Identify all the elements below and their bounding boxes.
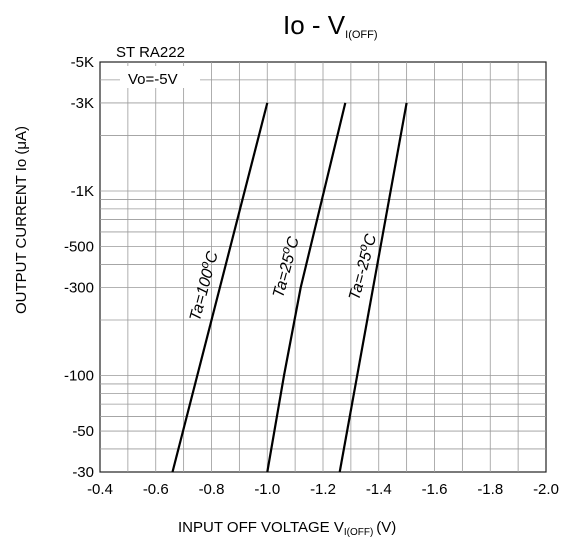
y-tick-label: -30 [72, 464, 94, 481]
x-axis-label-sub: I(OFF) [344, 527, 373, 538]
x-tick-label: -1.2 [310, 481, 336, 498]
x-axis-label-unit: (V) [376, 519, 396, 536]
series-label: Ta=-25oC [342, 231, 380, 302]
series-line [338, 102, 408, 473]
x-tick-label: -1.6 [422, 481, 448, 498]
x-axis-label: INPUT OFF VOLTAGE VI(OFF) (V) [178, 519, 396, 538]
annotation-vo: Vo=-5V [128, 71, 178, 88]
series-label: Ta=25oC [266, 233, 303, 299]
x-tick-label: -0.4 [87, 481, 113, 498]
y-tick-label: -100 [64, 368, 94, 385]
x-axis-label-main: INPUT OFF VOLTAGE V [178, 519, 344, 536]
series-label: Ta=100oC [183, 248, 222, 323]
y-tick-label: -5K [71, 54, 94, 71]
y-tick-label: -500 [64, 239, 94, 256]
chart-title-sub: I(OFF) [345, 29, 377, 41]
series-line [171, 102, 269, 473]
tick-labels: -0.4 -0.6 -0.8 -1.0 -1.2 -1.4 -1.6 -1.8 -2.0 -5K -… [64, 54, 559, 498]
chart-title: Io - VI(OFF) [283, 10, 378, 41]
titles: Io - VI(OFF) ST RA222 Vo=-5V INPUT OFF V… [13, 10, 396, 538]
y-tick-label: -300 [64, 279, 94, 296]
chart-subtitle: ST RA222 [116, 44, 185, 61]
x-tick-label: -1.8 [477, 481, 503, 498]
series-line [266, 102, 347, 473]
x-tick-label: -0.6 [143, 481, 169, 498]
grid [99, 61, 547, 473]
y-axis-label: OUTPUT CURRENT Io (μA) [13, 126, 30, 314]
annotation-box [120, 66, 200, 88]
x-tick-label: -1.4 [366, 481, 392, 498]
y-tick-label: -3K [71, 95, 94, 112]
chart-title-main: Io - V [283, 10, 346, 40]
y-tick-label: -1K [71, 183, 94, 200]
x-tick-label: -2.0 [533, 481, 559, 498]
x-tick-label: -1.0 [254, 481, 280, 498]
series-curves [171, 102, 408, 473]
x-tick-label: -0.8 [199, 481, 225, 498]
y-tick-label: -50 [72, 423, 94, 440]
